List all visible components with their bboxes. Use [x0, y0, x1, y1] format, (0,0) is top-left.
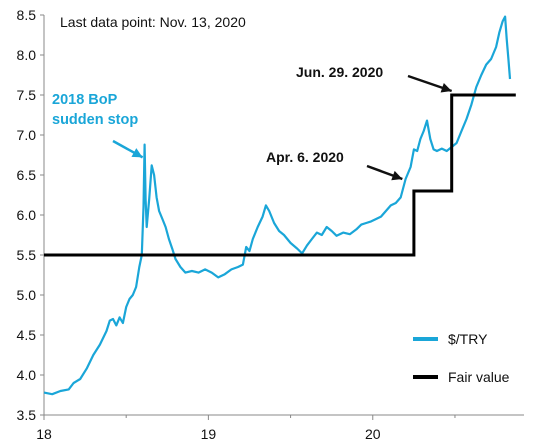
last-data-point-note: Last data point: Nov. 13, 2020 [60, 14, 246, 30]
y-tick-label: 7.0 [17, 127, 37, 143]
annotation-2018-bop-text: sudden stop [52, 112, 138, 128]
annotation-jun-29-2020-text: Jun. 29. 2020 [296, 64, 383, 80]
y-tick-label: 6.0 [17, 207, 37, 223]
x-tick-label: 18 [36, 426, 52, 442]
legend-label-fair-value: Fair value [448, 369, 510, 385]
annotation-2018-bop-arrowhead [131, 148, 143, 158]
y-tick-label: 5.5 [17, 247, 37, 263]
annotation-apr-6-2020-text: Apr. 6. 2020 [266, 149, 344, 165]
y-tick-label: 6.5 [17, 167, 37, 183]
y-tick-label: 7.5 [17, 87, 37, 103]
annotation-2018-bop-text: 2018 BoP [52, 92, 118, 108]
series-fair-value-line [44, 93, 516, 257]
y-tick-label: 5.0 [17, 287, 37, 303]
y-tick-label: 8.5 [17, 7, 37, 23]
y-tick-label: 4.5 [17, 327, 37, 343]
annotation-apr-6-2020-arrowhead [391, 170, 403, 181]
y-tick-label: 8.0 [17, 47, 37, 63]
series-layer [43, 15, 516, 396]
series-usd-try-line [43, 15, 512, 396]
legend-label-usd-try: $/TRY [448, 331, 488, 347]
axes: 3.5 4.0 4.5 5.0 5.5 6.0 6.5 7.0 7.5 8.0 8.5 18 19 20 [17, 7, 524, 442]
annotations: 2018 BoP sudden stop Apr. 6. 2020 Jun. 29. … [52, 64, 453, 181]
y-tick-label: 4.0 [17, 367, 37, 383]
annotation-jun-29-2020-arrowhead [440, 83, 452, 93]
y-tick-label: 3.5 [17, 407, 37, 423]
x-tick-label: 20 [365, 426, 381, 442]
legend: $/TRY Fair value [413, 331, 510, 385]
x-tick-label: 19 [201, 426, 217, 442]
